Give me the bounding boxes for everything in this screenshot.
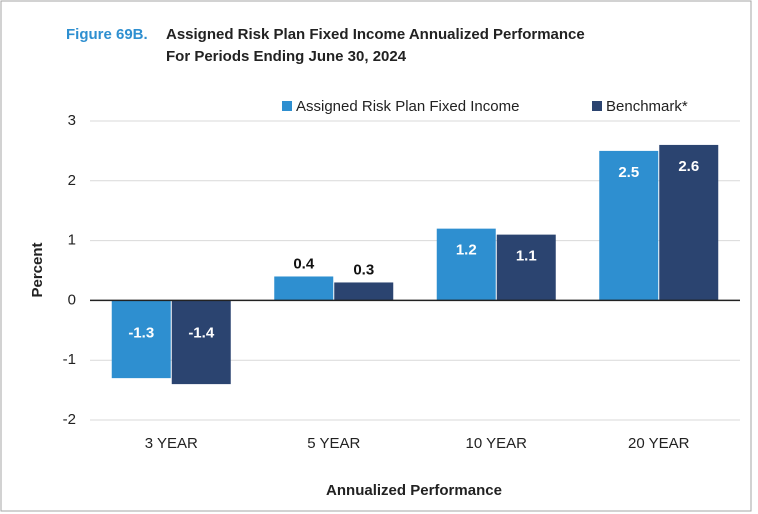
y-tick-label: 2: [68, 172, 76, 189]
bar: [274, 276, 334, 301]
data-label: -1.4: [188, 324, 215, 341]
chart-title: Assigned Risk Plan Fixed Income Annualiz…: [166, 26, 585, 43]
x-axis-label: Annualized Performance: [326, 482, 502, 499]
bar: [171, 300, 231, 385]
bar: [659, 144, 719, 301]
x-tick-label: 3 YEAR: [145, 435, 198, 452]
y-tick-label: -2: [63, 411, 76, 428]
legend-label: Assigned Risk Plan Fixed Income: [296, 98, 519, 115]
x-tick-label: 10 YEAR: [466, 435, 528, 452]
legend-swatch: [592, 101, 602, 111]
bar: [436, 228, 496, 301]
data-label: 2.6: [678, 158, 699, 175]
bar: [334, 282, 394, 301]
chart-subtitle: For Periods Ending June 30, 2024: [166, 48, 407, 65]
y-tick-label: -1: [63, 351, 76, 368]
data-label: 0.4: [293, 255, 315, 272]
bar: [111, 300, 171, 379]
y-tick-label: 0: [68, 291, 76, 308]
data-label: 0.3: [353, 261, 374, 278]
legend-label: Benchmark*: [606, 98, 688, 115]
y-tick-label: 1: [68, 232, 76, 249]
data-label: -1.3: [128, 324, 154, 341]
y-axis-label: Percent: [29, 242, 46, 297]
bar: [496, 234, 556, 301]
figure-label: Figure 69B.: [66, 26, 148, 43]
y-tick-label: 3: [68, 112, 76, 129]
data-label: 2.5: [618, 164, 639, 181]
legend-swatch: [282, 101, 292, 111]
x-tick-label: 5 YEAR: [307, 435, 360, 452]
data-label: 1.1: [516, 248, 537, 265]
data-label: 1.2: [456, 242, 477, 259]
x-tick-label: 20 YEAR: [628, 435, 690, 452]
bar: [599, 150, 659, 301]
